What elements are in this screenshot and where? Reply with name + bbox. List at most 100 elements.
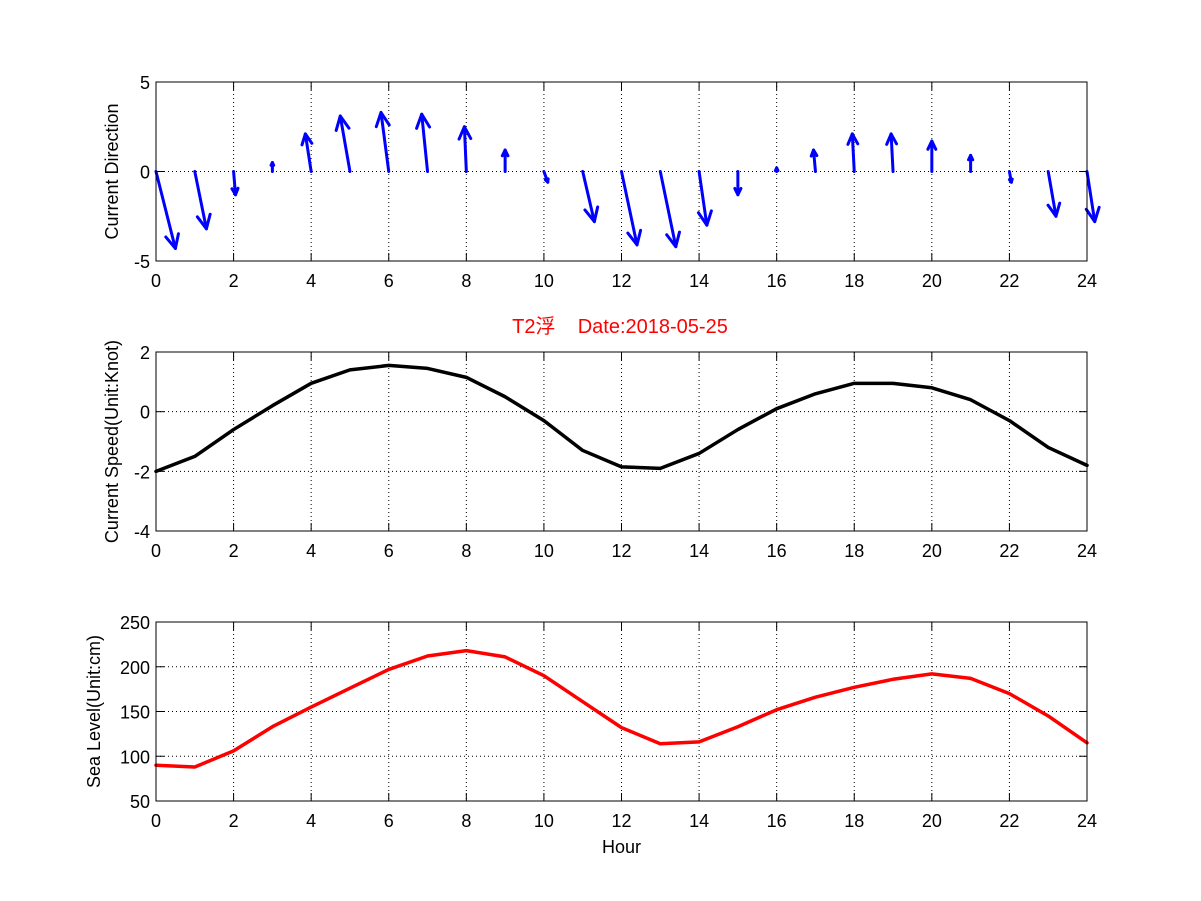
direction-arrow — [1084, 170, 1101, 224]
x-tick-label: 18 — [844, 541, 864, 561]
x-tick-label: 16 — [767, 541, 787, 561]
figure-title: T2浮 Date:2018-05-25 — [512, 315, 728, 338]
x-tick-label: 24 — [1077, 811, 1097, 831]
x-tick-label: 8 — [461, 541, 471, 561]
x-tick-label: 4 — [306, 811, 316, 831]
x-tick-label: 20 — [922, 811, 942, 831]
direction-arrow — [542, 170, 550, 184]
x-tick-label: 2 — [229, 541, 239, 561]
x-tick-label: 8 — [461, 811, 471, 831]
y-tick-label: 2 — [140, 343, 150, 363]
arrow-head — [269, 161, 276, 167]
x-tick-label: 24 — [1077, 271, 1097, 291]
x-tick-label: 20 — [922, 271, 942, 291]
y-tick-label: -2 — [134, 462, 150, 482]
arrow-shaft — [1085, 170, 1097, 224]
series-speed — [154, 363, 1089, 474]
arrow-head — [967, 153, 975, 162]
arrow-head — [846, 132, 860, 146]
arrow-head — [300, 132, 314, 147]
direction-arrow — [926, 139, 938, 173]
x-tick-label: 14 — [689, 541, 709, 561]
arrow-head — [543, 177, 550, 184]
x-tick-label: 2 — [229, 811, 239, 831]
series-level — [154, 648, 1089, 769]
arrow-shaft — [658, 170, 678, 249]
x-tick-label: 2 — [229, 271, 239, 291]
x-tick-label: 12 — [611, 541, 631, 561]
arrow-head — [696, 209, 713, 227]
direction-arrow — [300, 132, 314, 173]
arrow-head — [926, 139, 938, 151]
direction-arrow — [230, 170, 240, 197]
arrow-shaft — [303, 132, 313, 173]
direction-arrow — [809, 148, 819, 173]
arrow-shaft — [193, 170, 208, 231]
x-tick-label: 8 — [461, 271, 471, 291]
x-tick-label: 10 — [534, 541, 554, 561]
series-direction — [154, 110, 1101, 250]
direction-arrow — [658, 170, 681, 249]
direction-arrow — [1007, 170, 1014, 184]
arrow-head — [885, 132, 899, 146]
x-tick-label: 4 — [306, 541, 316, 561]
arrow-shaft — [420, 112, 430, 173]
arrow-shaft — [338, 114, 352, 173]
direction-arrow — [581, 170, 600, 224]
y-tick-label: 150 — [120, 703, 150, 723]
x-tick-label: 6 — [384, 541, 394, 561]
arrow-head — [665, 230, 681, 249]
x-axis-label-level: Hour — [602, 837, 641, 857]
x-tick-label: 22 — [999, 811, 1019, 831]
arrow-head — [374, 110, 391, 129]
x-tick-label: 22 — [999, 271, 1019, 291]
direction-arrow — [334, 114, 352, 173]
x-tick-label: 6 — [384, 811, 394, 831]
y-tick-label: -4 — [134, 522, 150, 542]
arrow-head — [626, 228, 643, 247]
arrow-shaft — [812, 148, 817, 173]
direction-arrow — [696, 170, 713, 227]
direction-arrow — [154, 170, 180, 250]
y-tick-label: 250 — [120, 613, 150, 633]
y-axis-label-direction: Current Direction — [102, 103, 122, 239]
x-tick-label: 14 — [689, 811, 709, 831]
arrow-head — [583, 205, 600, 224]
arrow-shaft — [697, 170, 709, 227]
arrow-head — [1007, 177, 1014, 184]
direction-arrow — [500, 148, 510, 173]
arrow-head — [415, 112, 432, 130]
arrow-head — [1046, 201, 1062, 218]
arrow-shaft — [620, 170, 639, 247]
direction-arrow — [885, 132, 899, 173]
direction-arrow — [193, 170, 212, 231]
arrow-head — [195, 212, 212, 231]
series-line — [154, 363, 1089, 474]
direction-arrow — [374, 110, 391, 173]
x-tick-label: 0 — [151, 541, 161, 561]
direction-arrow — [773, 166, 780, 173]
arrow-head — [1084, 205, 1101, 224]
arrow-head — [809, 148, 819, 158]
arrow-shaft — [154, 170, 177, 250]
direction-arrow — [846, 132, 860, 173]
arrow-shaft — [581, 170, 596, 224]
x-tick-label: 14 — [689, 271, 709, 291]
arrow-head — [230, 186, 240, 197]
y-tick-label: -5 — [134, 252, 150, 272]
y-tick-label: 5 — [140, 73, 150, 93]
y-axis-label-level: Sea Level(Unit:cm) — [84, 635, 104, 788]
arrow-shaft — [379, 110, 391, 173]
x-tick-label: 24 — [1077, 541, 1097, 561]
y-tick-label: 0 — [140, 403, 150, 423]
arrow-shaft — [850, 132, 856, 173]
arrow-head — [334, 114, 351, 132]
ticks-direction: 0 2 4 6 8 10 12 14 16 18 20 22 24-505 — [134, 73, 1097, 291]
arrow-head — [733, 186, 743, 197]
direction-arrow — [457, 125, 473, 173]
